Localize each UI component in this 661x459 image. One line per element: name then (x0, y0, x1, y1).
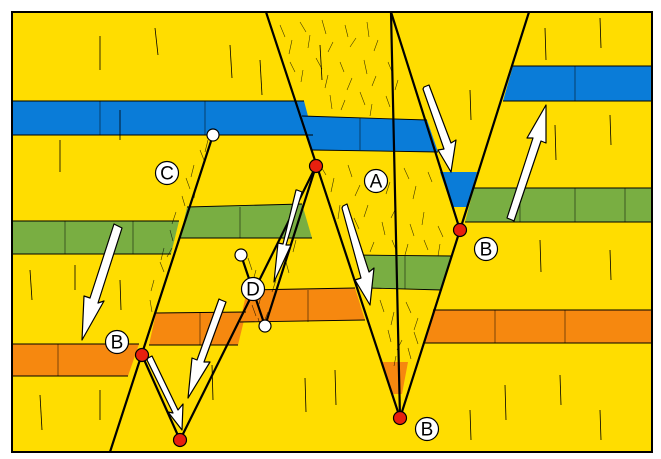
label-b-bottom: B (416, 418, 439, 441)
red-dot-icon-b-right (454, 224, 467, 237)
label-d: D (242, 278, 265, 301)
svg-text:A: A (370, 172, 383, 193)
svg-text:B: B (111, 333, 124, 354)
svg-text:D: D (246, 280, 260, 301)
label-c: C (156, 162, 179, 185)
blue-layer-left (12, 101, 313, 135)
green-layer-left (12, 221, 179, 254)
blue-layer-right (503, 66, 652, 101)
orange-layer-right (425, 310, 652, 343)
svg-text:B: B (421, 420, 434, 441)
red-dot-icon-bottom-left (174, 434, 187, 447)
label-b-left: B (106, 331, 129, 354)
orange-layer-middle (149, 312, 246, 345)
label-b-right: B (475, 238, 498, 261)
white-dot-icon-c-top (207, 129, 219, 141)
blue-layer-graben (302, 116, 438, 152)
red-dot-icon-b-bottom (394, 412, 407, 425)
green-layer-right (465, 188, 652, 222)
red-dot-icon-b-left (136, 349, 149, 362)
red-dot-icon-a-top (310, 160, 323, 173)
svg-text:B: B (480, 240, 493, 261)
white-dot-icon-d-top (235, 249, 247, 261)
white-dot-icon-d-bottom (259, 320, 271, 332)
svg-text:C: C (160, 164, 174, 185)
label-a: A (365, 170, 388, 193)
